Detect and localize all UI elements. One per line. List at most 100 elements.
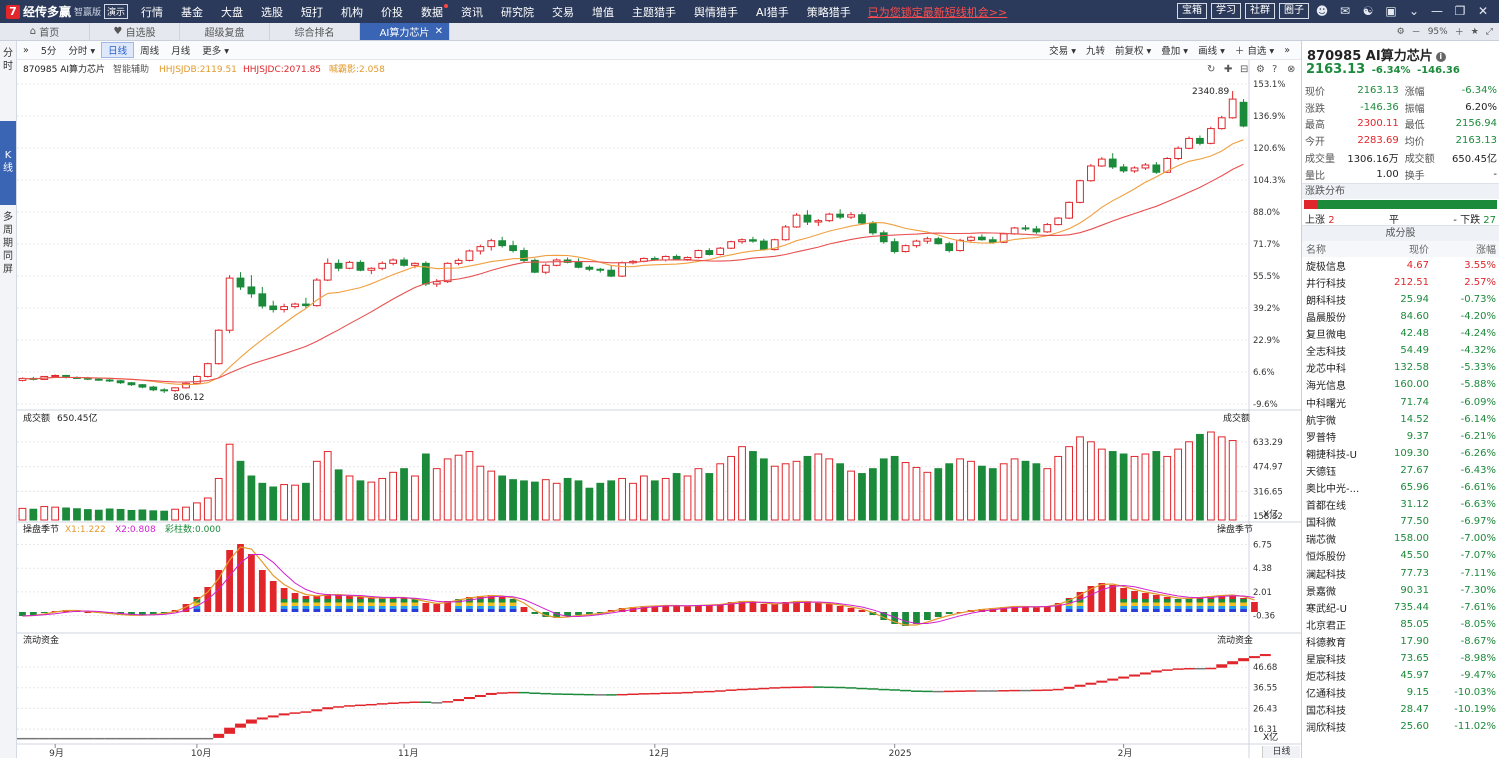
menu-item-13[interactable]: 舆情猎手 xyxy=(694,5,738,19)
constituent-row[interactable]: 澜起科技 77.73 -7.11% xyxy=(1302,564,1499,581)
period-intraday[interactable]: 分时 ▾ xyxy=(68,46,96,57)
panel-close-icon[interactable]: ⊗ xyxy=(1287,64,1295,75)
constituent-row[interactable]: 旋极信息 4.67 3.55% xyxy=(1302,257,1499,274)
constituent-row[interactable]: 翱捷科技-U 109.30 -6.26% xyxy=(1302,445,1499,462)
remove-indicator-icon[interactable]: ⊟ xyxy=(1240,64,1248,75)
period-5min[interactable]: 5分 xyxy=(40,46,57,57)
constituent-row[interactable]: 奥比中光-... 65.96 -6.61% xyxy=(1302,479,1499,496)
help-icon[interactable]: ? xyxy=(1272,64,1277,75)
constituent-row[interactable]: 炬芯科技 45.97 -9.47% xyxy=(1302,667,1499,684)
stock-name: 恒烁股份 xyxy=(1306,552,1346,564)
constituent-row[interactable]: 恒烁股份 45.50 -7.07% xyxy=(1302,547,1499,564)
constituent-row[interactable]: 国科微 77.50 -6.97% xyxy=(1302,513,1499,530)
close-icon[interactable]: ✕ xyxy=(1477,4,1489,18)
column-header[interactable]: 名称 xyxy=(1302,240,1378,257)
constituent-row[interactable]: 井行科技 212.51 2.57% xyxy=(1302,274,1499,291)
minimize-icon[interactable]: — xyxy=(1431,4,1443,18)
constituent-row[interactable]: 复旦微电 42.48 -4.24% xyxy=(1302,325,1499,342)
constituent-row[interactable]: 寒武纪-U 735.44 -7.61% xyxy=(1302,599,1499,616)
constituent-row[interactable]: 全志科技 54.49 -4.32% xyxy=(1302,342,1499,359)
promo-link[interactable]: 已为您锁定最新短线机会>> xyxy=(867,5,1008,19)
menu-item-15[interactable]: 策略猎手 xyxy=(806,5,851,19)
quote-label: 今开 xyxy=(1305,137,1325,149)
tab-ai-chip[interactable]: AI算力芯片 ✕ xyxy=(360,23,450,40)
circle-button[interactable]: 圈子 xyxy=(1279,3,1309,19)
tab-ranking[interactable]: 综合排名 xyxy=(270,23,360,40)
tab-home[interactable]: ⌂ 首页 xyxy=(0,23,90,40)
tab-super-review[interactable]: 超级复盘 xyxy=(180,23,270,40)
constituent-row[interactable]: 航宇微 14.52 -6.14% xyxy=(1302,411,1499,428)
menu-item-0[interactable]: 行情 xyxy=(141,5,163,19)
menu-item-2[interactable]: 大盘 xyxy=(221,5,243,19)
chevron-down-icon[interactable]: ⌄ xyxy=(1408,4,1420,18)
menu-item-11[interactable]: 增值 xyxy=(592,5,614,19)
constituent-row[interactable]: 瑞芯微 158.00 -7.00% xyxy=(1302,530,1499,547)
overlay-button[interactable]: 叠加 ▾ xyxy=(1161,46,1189,57)
menu-item-1[interactable]: 基金 xyxy=(181,5,203,19)
refresh-icon[interactable]: ↻ xyxy=(1207,64,1215,75)
add-watchlist-button[interactable]: ＋ 自选 ▾ xyxy=(1234,46,1275,57)
constituent-row[interactable]: 天德钰 27.67 -6.43% xyxy=(1302,462,1499,479)
pin-icon[interactable]: ⤢ xyxy=(1485,26,1493,37)
constituent-row[interactable]: 龙芯中科 132.58 -5.33% xyxy=(1302,359,1499,376)
tab-close-icon[interactable]: ✕ xyxy=(434,26,443,37)
baoxiang-button[interactable]: 宝箱 xyxy=(1177,3,1207,19)
menu-item-4[interactable]: 短打 xyxy=(301,5,323,19)
side-tab-intraday[interactable]: 分 时 xyxy=(3,48,13,72)
main-legend-assist[interactable]: 智能辅助 xyxy=(113,63,149,75)
constituent-row[interactable]: 国芯科技 28.47 -10.19% xyxy=(1302,701,1499,718)
constituent-row[interactable]: 科德教育 17.90 -8.67% xyxy=(1302,633,1499,650)
zoom-in-button[interactable]: ＋ xyxy=(1454,28,1464,38)
column-header[interactable]: 涨幅 xyxy=(1433,240,1499,257)
menu-item-14[interactable]: AI猎手 xyxy=(756,5,789,19)
column-header[interactable]: 现价 xyxy=(1378,240,1433,257)
study-button[interactable]: 学习 xyxy=(1211,3,1241,19)
constituent-row[interactable]: 星宸科技 73.65 -8.98% xyxy=(1302,650,1499,667)
constituent-row[interactable]: 中科曙光 71.74 -6.09% xyxy=(1302,394,1499,411)
constituent-row[interactable]: 北京君正 85.05 -8.05% xyxy=(1302,616,1499,633)
menu-item-12[interactable]: 主题猎手 xyxy=(632,5,676,19)
candle-body xyxy=(541,264,550,273)
constituent-row[interactable]: 海光信息 160.00 -5.88% xyxy=(1302,376,1499,393)
menu-item-5[interactable]: 机构 xyxy=(341,5,363,19)
info-icon[interactable]: i xyxy=(1435,52,1446,62)
period-more[interactable]: 更多 ▾ xyxy=(202,46,229,57)
side-tab-multi-period[interactable]: 多 周 期 同 屏 xyxy=(3,212,13,275)
settings-gear-icon[interactable]: ⚙ xyxy=(1256,64,1265,75)
constituent-row[interactable]: 朗科科技 25.94 -0.73% xyxy=(1302,291,1499,308)
collapse-icon[interactable]: » xyxy=(23,44,29,56)
period-weekly[interactable]: 周线 xyxy=(140,46,160,57)
settings-icon[interactable]: ⚙ xyxy=(1396,26,1405,37)
period-daily[interactable]: 日线 xyxy=(101,42,135,58)
restore-icon[interactable]: ❐ xyxy=(1454,4,1466,18)
trade-button[interactable]: 交易 ▾ xyxy=(1049,46,1076,57)
constituent-row[interactable]: 晶晨股份 84.60 -4.20% xyxy=(1302,308,1499,325)
menu-item-3[interactable]: 选股 xyxy=(261,5,283,19)
zoom-out-button[interactable]: － xyxy=(1411,28,1421,38)
menu-item-6[interactable]: 价投 xyxy=(381,5,403,19)
constituent-row[interactable]: 首都在线 31.12 -6.63% xyxy=(1302,496,1499,513)
menu-item-8[interactable]: 资讯 xyxy=(461,5,483,19)
constituent-row[interactable]: 罗普特 9.37 -6.21% xyxy=(1302,428,1499,445)
tab-watchlist[interactable]: ♥ 自选股 xyxy=(90,23,180,40)
window-icon[interactable]: ▣ xyxy=(1385,4,1397,18)
tshirt-icon[interactable]: ☯ xyxy=(1362,4,1374,18)
constituent-row[interactable]: 景嘉微 90.31 -7.30% xyxy=(1302,582,1499,599)
menu-item-10[interactable]: 交易 xyxy=(552,5,574,19)
draw-button[interactable]: 画线 ▾ xyxy=(1198,46,1225,57)
nine-turn-button[interactable]: 九转 xyxy=(1085,46,1105,57)
menu-item-7[interactable]: 数据 xyxy=(412,3,452,20)
constituent-row[interactable]: 润欣科技 25.60 -11.02% xyxy=(1302,718,1499,735)
user-icon[interactable]: ☻ xyxy=(1315,4,1329,18)
star-icon[interactable]: ★ xyxy=(1470,26,1479,37)
side-tab-kline[interactable]: K 线 xyxy=(0,121,16,205)
period-monthly[interactable]: 月线 xyxy=(171,46,191,57)
mail-icon[interactable]: ✉ xyxy=(1339,4,1351,18)
adjust-button[interactable]: 前复权 ▾ xyxy=(1114,46,1152,57)
add-indicator-icon[interactable]: ✚ xyxy=(1224,64,1232,75)
expand-panel-icon[interactable]: » xyxy=(1284,44,1290,56)
community-button[interactable]: 社群 xyxy=(1245,3,1275,19)
menu-item-9[interactable]: 研究院 xyxy=(501,5,534,19)
constituent-row[interactable]: 亿通科技 9.15 -10.03% xyxy=(1302,684,1499,701)
kline-chart[interactable]: 153.1% 136.9% 120.6% 104.3% 88.0% 71.7% 55.5% 3… xyxy=(17,60,1301,758)
